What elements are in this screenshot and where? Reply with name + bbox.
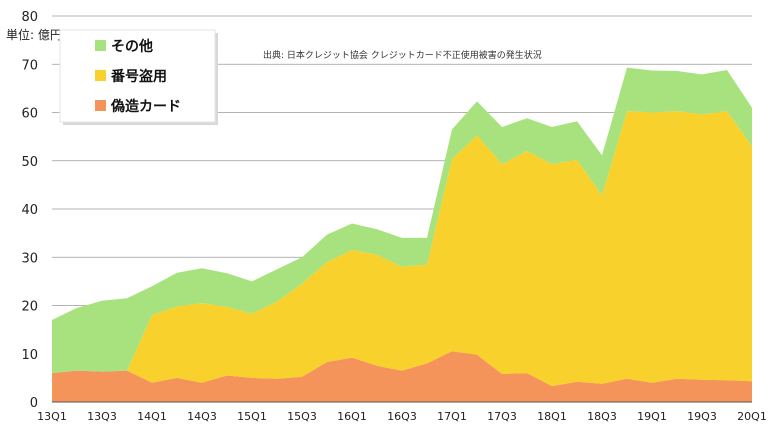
y-tick-label: 40 [21,203,38,218]
legend-swatch [95,40,106,51]
x-tick-label: 13Q3 [87,410,117,423]
area-series-2 [52,111,752,387]
y-tick-label: 30 [21,251,38,266]
legend-box [59,29,216,123]
legend-label: 偽造カード [110,98,181,115]
y-tick-label: 10 [21,348,38,363]
x-tick-label: 19Q1 [637,410,667,423]
x-tick-label: 14Q1 [137,410,167,423]
legend-label: その他 [111,38,153,55]
x-tick-label: 17Q3 [487,410,517,423]
y-tick-label: 80 [21,10,38,25]
x-axis-ticks: 13Q1 13Q3 14Q1 14Q3 15Q1 15Q3 16Q1 16Q3 17Q1 17Q3… [37,410,767,423]
y-tick-label: 20 [21,300,38,315]
y-tick-label: 0 [30,396,38,411]
source-note: 出典: 日本クレジット協会 クレジットカード不正使用被害の発生状況 [263,49,542,61]
x-tick-label: 16Q1 [337,410,367,423]
stacked-areas [52,67,752,402]
x-tick-label: 18Q1 [537,410,567,423]
x-tick-label: 13Q1 [37,410,67,423]
x-tick-label: 16Q3 [387,410,417,423]
unit-label: 単位: 億円 [6,27,62,42]
y-tick-label: 50 [21,155,38,170]
y-tick-label: 70 [21,58,38,73]
x-tick-label: 15Q3 [287,410,317,423]
x-tick-label: 18Q3 [587,410,617,423]
legend-swatch [95,70,106,81]
y-tick-label: 60 [21,107,38,122]
x-tick-label: 19Q3 [687,410,717,423]
x-tick-label: 14Q3 [187,410,217,423]
x-tick-label: 15Q1 [237,410,267,423]
legend-label: 番号盗用 [110,68,167,85]
x-tick-label: 17Q1 [437,410,467,423]
area-series-1 [52,351,752,402]
x-tick-label: 20Q1 [737,410,767,423]
y-axis-ticks: 0 10 20 30 40 50 60 70 80 [21,10,38,411]
area-series-3 [52,67,752,374]
legend-swatch [95,100,106,111]
